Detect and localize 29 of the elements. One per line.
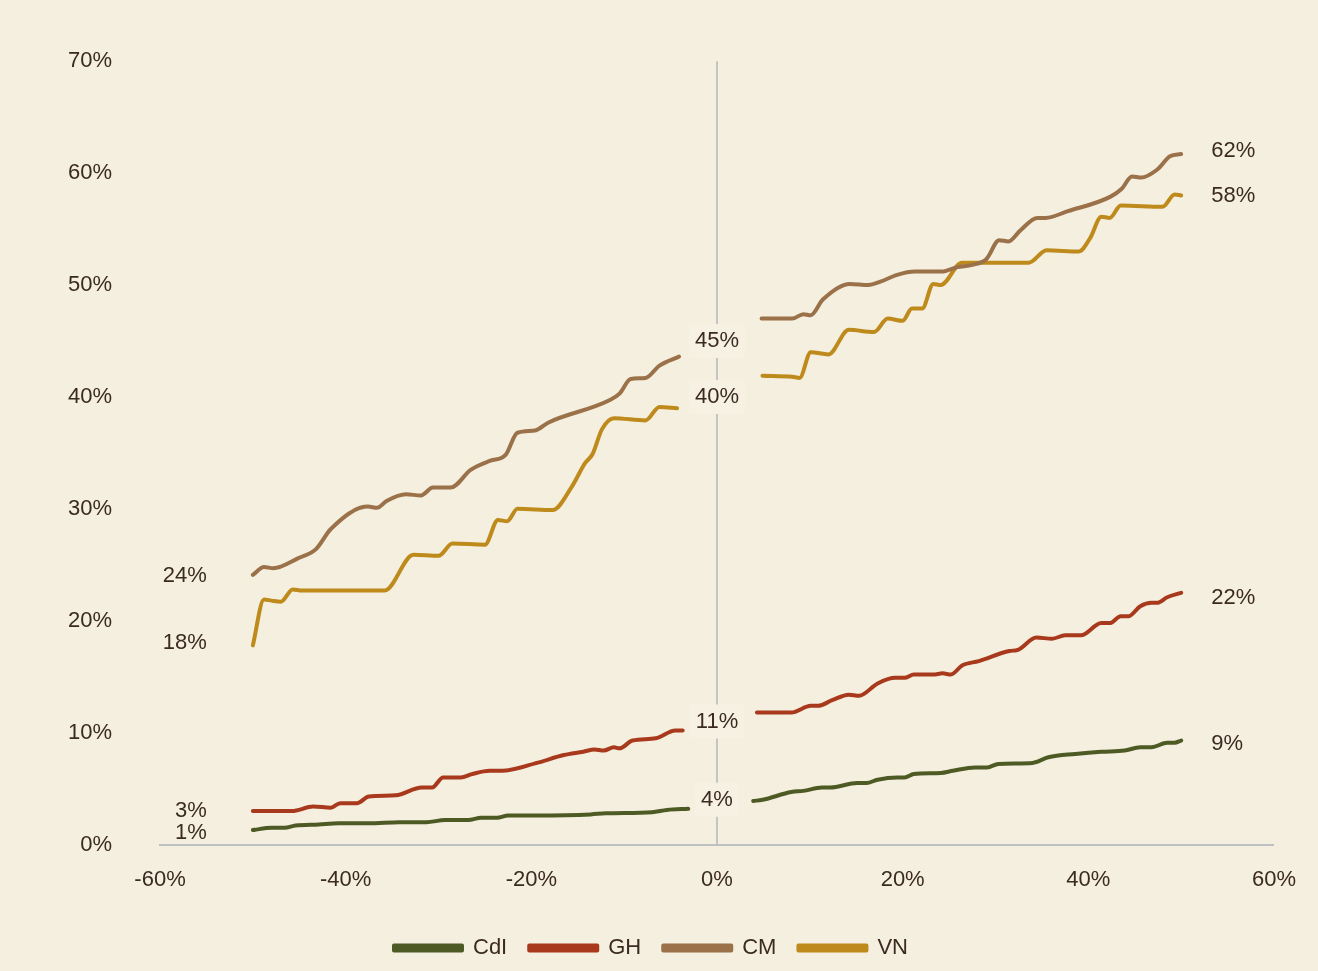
y-tick-label: 10% — [67, 718, 113, 744]
x-tick-label: -20% — [505, 865, 558, 891]
annotation: 45% — [694, 327, 740, 353]
annotation: 4% — [701, 785, 733, 811]
legend-label: GH — [608, 934, 642, 960]
annotation: 40% — [694, 383, 740, 409]
annotation: 18% — [162, 629, 207, 655]
x-tick-label: -60% — [134, 865, 186, 891]
y-tick-label: 60% — [67, 159, 113, 185]
y-tick-label: 20% — [67, 606, 113, 632]
annotation: 24% — [162, 562, 207, 588]
y-tick-label: 40% — [67, 383, 113, 409]
y-tick-label: 70% — [67, 47, 113, 73]
annotation: 22% — [1211, 584, 1256, 610]
x-tick-label: -40% — [320, 865, 372, 891]
x-tick-label: 40% — [1066, 865, 1111, 891]
y-tick-label: 50% — [67, 271, 113, 297]
legend-label: CdI — [472, 934, 508, 960]
legend-label: VN — [877, 934, 909, 960]
x-tick-label: 0% — [701, 865, 733, 891]
annotation: 62% — [1211, 136, 1256, 162]
annotation: 11% — [695, 707, 739, 733]
y-tick-label: 30% — [67, 494, 113, 520]
legend-label: CM — [742, 934, 777, 960]
y-tick-label: 0% — [80, 830, 113, 856]
annotation: 58% — [1211, 181, 1256, 207]
x-tick-label: 60% — [1251, 865, 1297, 891]
annotation: 9% — [1211, 729, 1243, 755]
x-tick-label: 20% — [880, 865, 925, 891]
